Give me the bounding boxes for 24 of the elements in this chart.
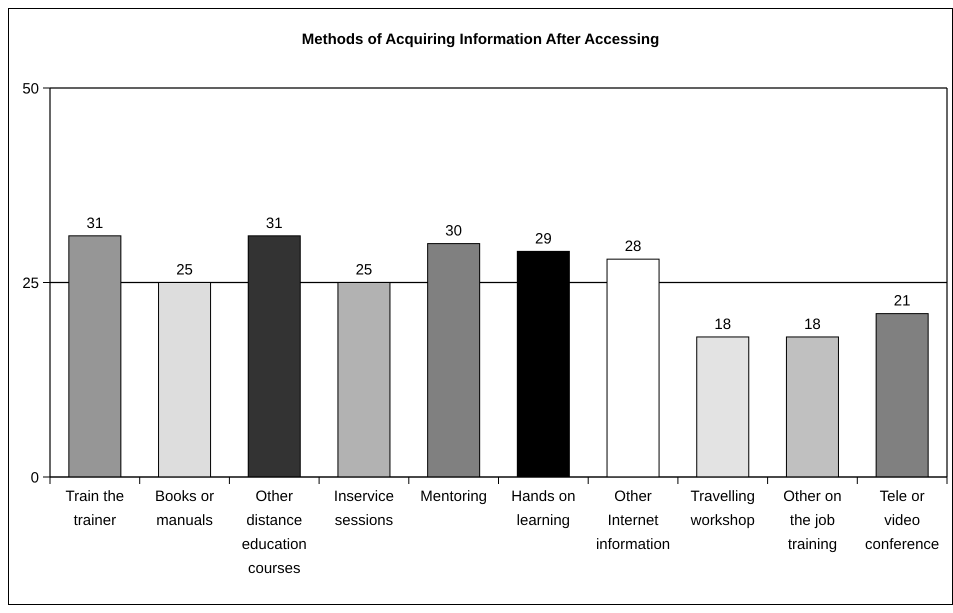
- x-tick-label: Hands on learning: [511, 488, 576, 529]
- x-tick-label: Inservice sessions: [334, 488, 394, 529]
- y-tick-label: 50: [22, 80, 39, 98]
- data-label: 30: [445, 222, 462, 240]
- data-label: 28: [624, 238, 642, 256]
- x-tick-label: Other Internet information: [596, 488, 670, 553]
- chart-title: Methods of Acquiring Information After Accessing: [302, 31, 660, 48]
- data-label: 31: [266, 214, 283, 232]
- data-label: 29: [535, 230, 552, 248]
- x-tick-label: Travelling workshop: [690, 488, 755, 529]
- x-tick-label: Mentoring: [420, 488, 487, 505]
- y-tick-label: 0: [30, 469, 39, 486]
- data-label: 21: [894, 292, 910, 310]
- data-label: 25: [176, 262, 193, 278]
- data-label: 18: [804, 316, 821, 333]
- x-tick-label: Tele or video conference: [865, 488, 940, 553]
- data-label: 31: [86, 214, 104, 232]
- data-label: 18: [714, 316, 732, 333]
- data-label: 25: [356, 262, 372, 278]
- x-tick-label: Books or manuals: [154, 488, 214, 529]
- x-tick-label: Other distance education courses: [242, 488, 307, 577]
- x-tick-label: Train the trainer: [66, 488, 124, 529]
- x-tick-label: Other on the job training: [783, 488, 842, 553]
- y-tick-label: 25: [22, 274, 39, 292]
